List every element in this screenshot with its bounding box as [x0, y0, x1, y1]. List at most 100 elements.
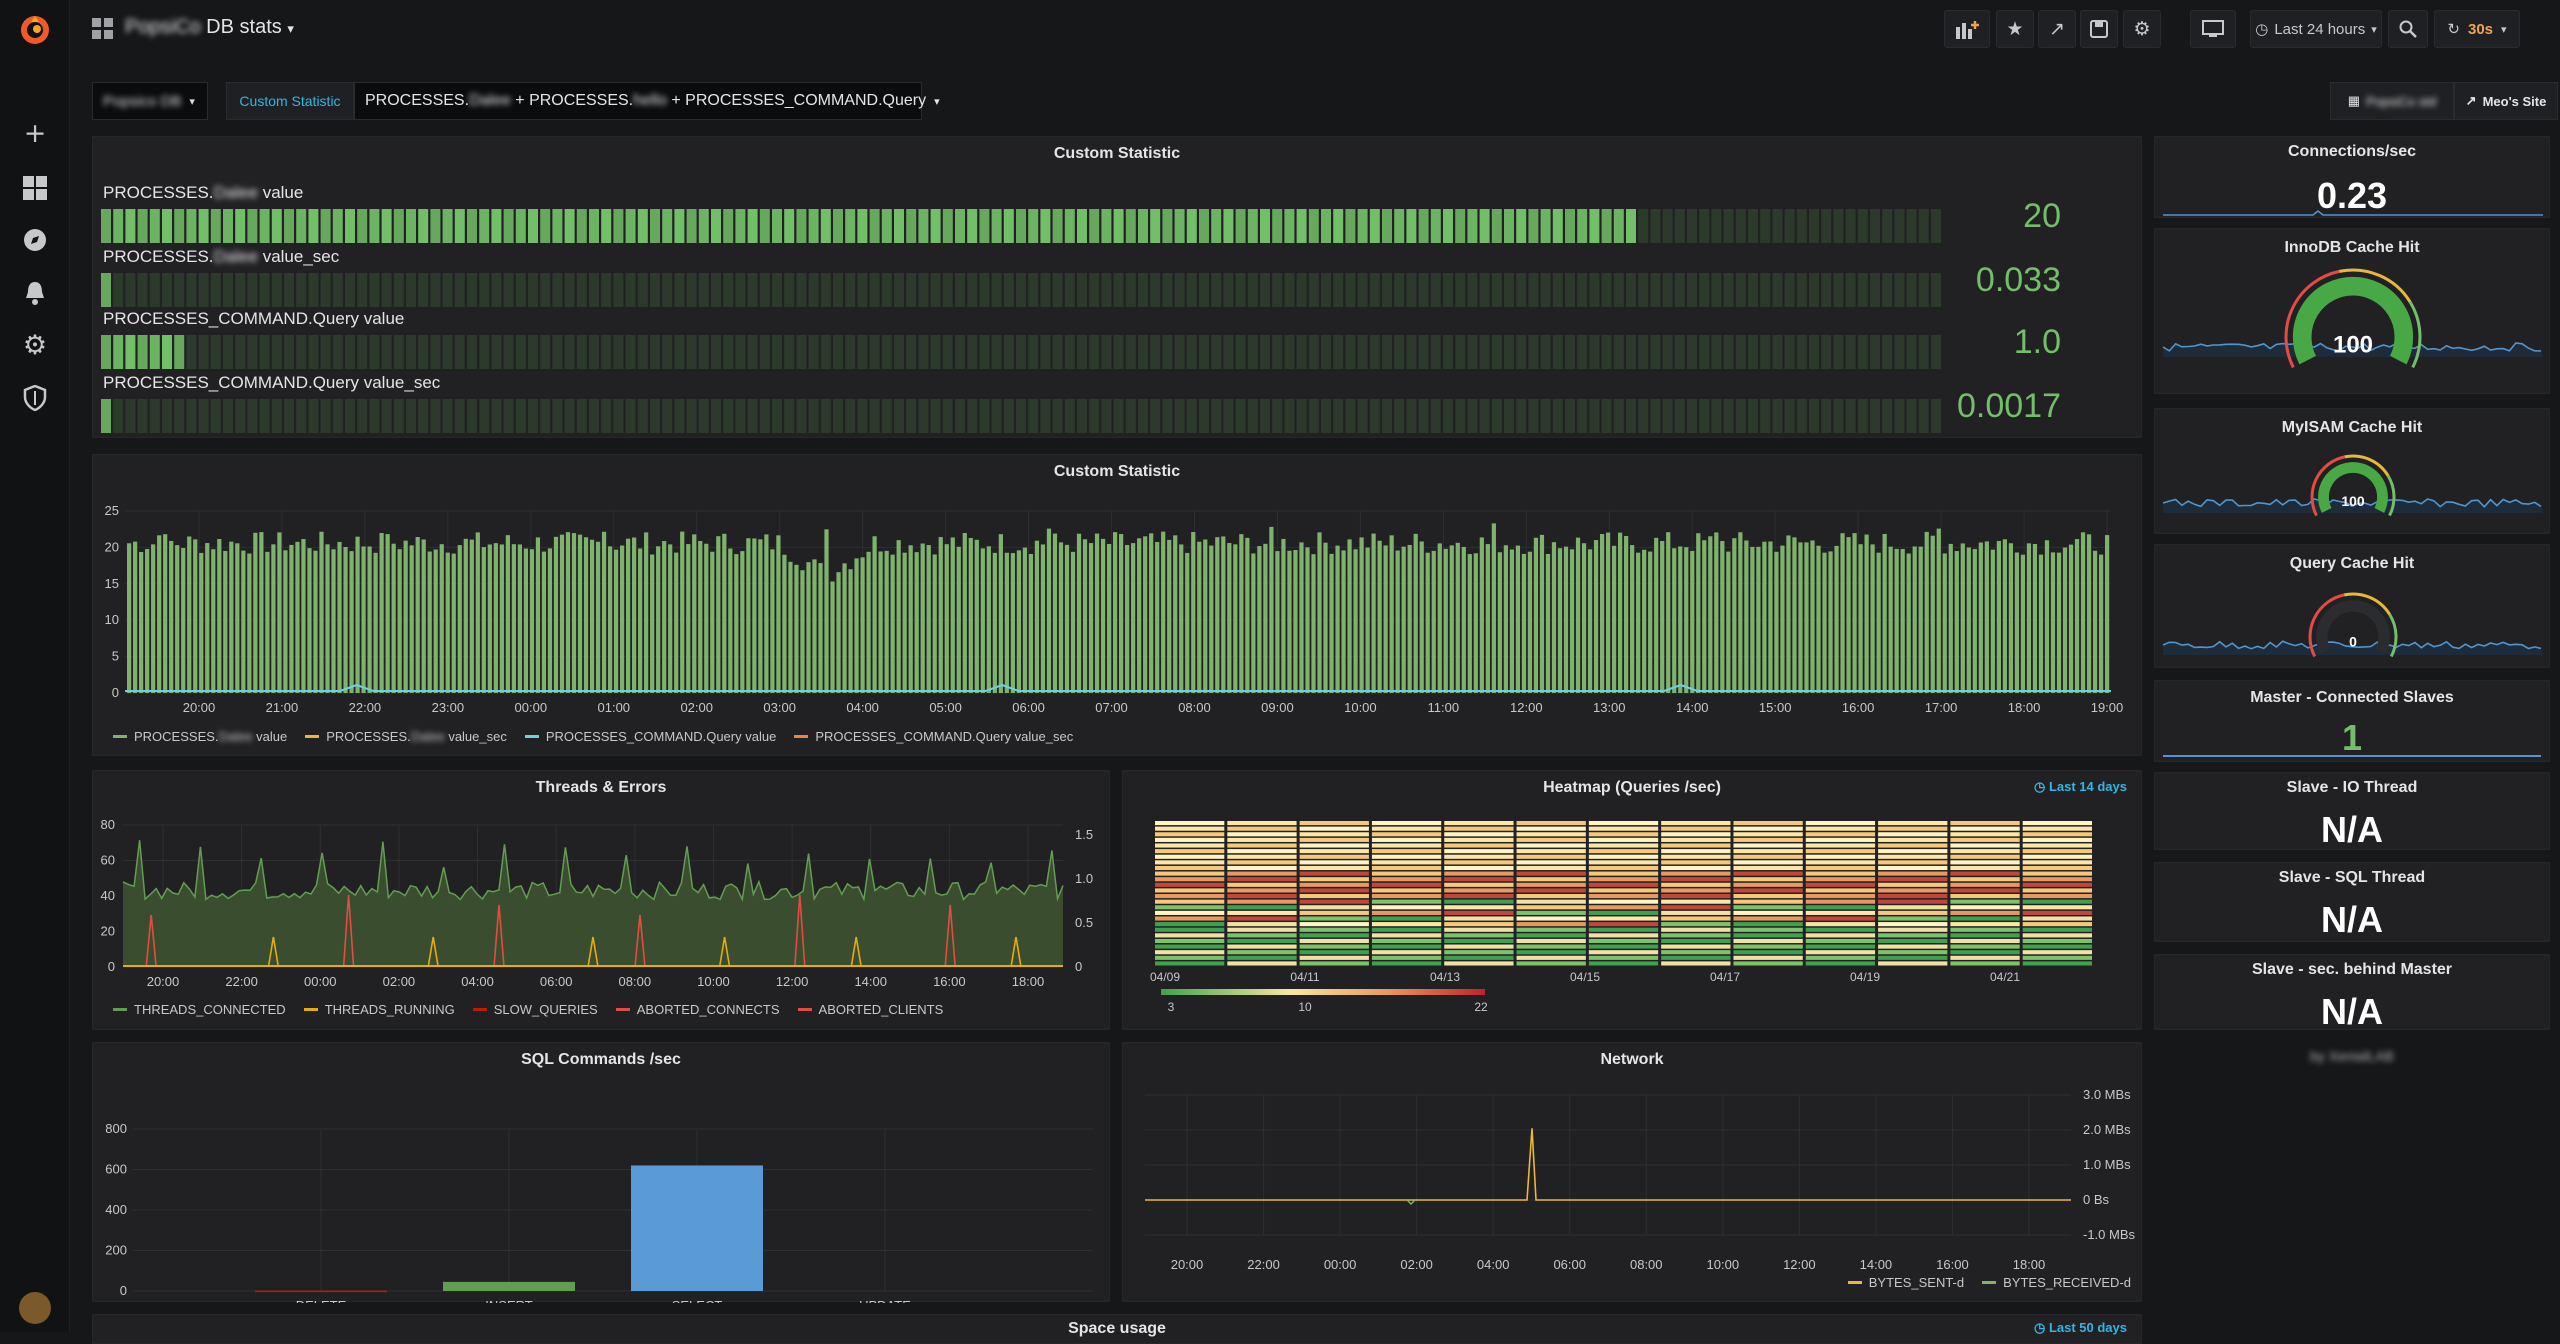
- legend-item[interactable]: PROCESSES.Dalee value_sec: [305, 729, 507, 744]
- bargauge-cell: [345, 209, 355, 243]
- sql-commands-bar-chart[interactable]: 8006004002000DELETEINSERTSELECTUPDATE: [93, 1073, 1111, 1303]
- panel-title[interactable]: Slave - IO Thread: [2286, 779, 2418, 796]
- tv-mode-icon[interactable]: [2190, 10, 2236, 48]
- panel-title[interactable]: Threads & Errors: [535, 779, 667, 796]
- heatmap-cell: [1950, 860, 2020, 865]
- heatmap-cell: [1299, 854, 1369, 859]
- dashboards-icon[interactable]: [17, 170, 53, 206]
- configuration-gear-icon[interactable]: ⚙: [22, 329, 48, 361]
- series-bar: [169, 540, 174, 693]
- dashboard-link-meos-site[interactable]: ↗ Meo's Site: [2454, 82, 2558, 120]
- series-bar: [1521, 553, 1527, 693]
- bargauge-cell: [906, 209, 917, 243]
- legend-item[interactable]: THREADS_RUNNING: [303, 1002, 455, 1017]
- error-spike: [794, 894, 806, 968]
- bargauge-cell: [284, 273, 294, 307]
- panel-title[interactable]: InnoDB Cache Hit: [2284, 239, 2420, 256]
- legend-item[interactable]: BYTES_SENT-d: [1847, 1275, 1964, 1290]
- panel-title[interactable]: Master - Connected Slaves: [2250, 689, 2454, 706]
- legend-item[interactable]: BYTES_RECEIVED-d: [1982, 1275, 2131, 1290]
- panel-title[interactable]: SQL Commands /sec: [521, 1051, 681, 1068]
- bargauge-cell: [1113, 209, 1124, 243]
- server-admin-shield-icon[interactable]: [17, 380, 53, 416]
- heatmap-cell: [1588, 826, 1659, 831]
- bargauge-cell: [613, 273, 624, 307]
- y2-tick-label: 1.0: [1075, 871, 1093, 886]
- panel-title[interactable]: Custom Statistic: [1053, 463, 1181, 480]
- bargauge-cell: [1016, 209, 1026, 243]
- panel-title[interactable]: Heatmap (Queries /sec): [1543, 779, 1721, 796]
- bargauge-cell: [1491, 399, 1502, 433]
- gauge-threshold-yellow: [2344, 454, 2390, 477]
- heatmap-graph[interactable]: 04/09 04/11 04/13 04/15 04/17 04/19 04/213 10 22: [1123, 801, 2143, 1029]
- heatmap-cell: [1950, 865, 2020, 871]
- panel-title[interactable]: Slave - sec. behind Master: [2251, 961, 2453, 978]
- bargauge-cell: [503, 273, 514, 307]
- bargauge-cell: [808, 273, 819, 307]
- bargauge-cell: [1199, 399, 1209, 433]
- bargauge-cell: [406, 273, 416, 307]
- series-bar: [253, 532, 258, 693]
- dashboard-link-popsico-std[interactable]: ▦ PopsiCo std: [2330, 82, 2454, 120]
- x-tick-label: 06:00: [1553, 1257, 1586, 1272]
- series-bar: [1106, 544, 1112, 693]
- panel-title[interactable]: Space usage: [1068, 1320, 1166, 1337]
- legend-item[interactable]: PROCESSES_COMMAND.Query value_sec: [794, 729, 1073, 744]
- plus-icon[interactable]: +: [23, 117, 47, 149]
- heatmap-cell: [1516, 821, 1586, 826]
- x-tick-label: 16:00: [1936, 1257, 1969, 1272]
- star-icon[interactable]: ★: [1996, 10, 2034, 48]
- time-range-picker[interactable]: ◷ Last 24 hours ▾: [2250, 10, 2382, 48]
- heatmap-cell: [1371, 860, 1442, 865]
- series-bar: [926, 545, 931, 693]
- user-avatar[interactable]: [19, 1292, 51, 1324]
- panel-title[interactable]: Query Cache Hit: [2289, 555, 2415, 572]
- legend-item[interactable]: THREADS_CONNECTED: [113, 1002, 286, 1017]
- panel-title[interactable]: Custom Statistic: [1053, 145, 1181, 162]
- bargauge-cell: [1504, 335, 1514, 369]
- dashboard-title[interactable]: PopsiCo DB stats ▾: [125, 16, 294, 39]
- explore-compass-icon[interactable]: [17, 222, 53, 258]
- panel-title[interactable]: Connections/sec: [2287, 143, 2417, 160]
- bargauge-cell: [393, 209, 404, 243]
- heatmap-cell: [1805, 961, 1876, 966]
- panel-title[interactable]: Network: [1600, 1051, 1664, 1068]
- x-tick-label: 02:00: [680, 700, 713, 715]
- bargauge-cell: [271, 335, 282, 369]
- legend-item[interactable]: PROCESSES_COMMAND.Query value: [524, 729, 776, 744]
- bargauge-cell: [1260, 335, 1270, 369]
- save-icon[interactable]: [2080, 10, 2118, 48]
- add-panel-button[interactable]: [1944, 10, 1990, 48]
- series-bar: [1966, 547, 1971, 693]
- series-bar: [2044, 540, 2050, 693]
- bargauge-cell: [674, 209, 685, 243]
- legend-item[interactable]: ABORTED_CLIENTS: [797, 1002, 943, 1017]
- bargauge-cell: [1796, 273, 1807, 307]
- heatmap-cell: [1516, 849, 1586, 854]
- bargauge-cell: [174, 273, 185, 307]
- heatmap-cell: [1588, 849, 1659, 854]
- custom-statistic-select[interactable]: PROCESSES. Dalee + PROCESSES. hello + PROC…: [354, 82, 940, 120]
- share-icon[interactable]: ↗: [2038, 10, 2076, 48]
- bargauge-value: 0.033: [1975, 261, 2061, 299]
- heatmap-cell: [1444, 927, 1514, 932]
- settings-gear-icon[interactable]: ⚙: [2123, 10, 2161, 48]
- legend-item[interactable]: ABORTED_CONNECTS: [615, 1002, 780, 1017]
- series-bar: [1371, 533, 1376, 693]
- grafana-logo-icon[interactable]: [17, 12, 53, 48]
- x-tick-label: 12:00: [1510, 700, 1543, 715]
- heatmap-cell: [1588, 854, 1659, 859]
- panel-title[interactable]: Slave - SQL Thread: [2278, 869, 2426, 886]
- legend-item[interactable]: PROCESSES.Dalee value: [113, 729, 287, 744]
- db-variable-select[interactable]: Popsico DB ▾: [92, 82, 208, 120]
- panel-title[interactable]: MyISAM Cache Hit: [2281, 419, 2423, 436]
- series-bar: [433, 549, 438, 693]
- series-bar: [1287, 550, 1292, 693]
- alerting-bell-icon[interactable]: [17, 275, 53, 311]
- refresh-button[interactable]: ↻ 30s ▾: [2434, 10, 2520, 48]
- zoom-out-icon[interactable]: [2388, 10, 2428, 48]
- legend-item[interactable]: SLOW_QUERIES: [472, 1002, 598, 1017]
